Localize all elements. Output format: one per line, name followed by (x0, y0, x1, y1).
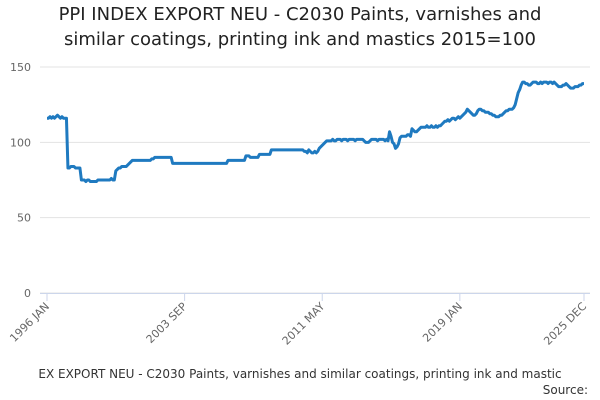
caption: EX EXPORT NEU - C2030 Paints, varnishes … (38, 367, 561, 381)
x-tick-label: 2025 DEC (541, 300, 589, 348)
y-tick-label: 0 (24, 287, 31, 300)
x-tick-label: 2011 MAY (280, 300, 328, 348)
x-tick-label: 2019 JAN (420, 300, 465, 345)
y-tick-label: 150 (10, 61, 31, 74)
x-tick-label: 1996 JAN (7, 300, 52, 345)
y-tick-label: 50 (17, 212, 31, 225)
chart-title: similar coatings, printing ink and masti… (64, 29, 536, 50)
x-tick-label: 2003 SEP (144, 300, 190, 346)
y-tick-label: 100 (10, 136, 31, 149)
source: Source: (543, 383, 588, 397)
chart-title: PPI INDEX EXPORT NEU - C2030 Paints, var… (59, 4, 542, 25)
line (47, 80, 584, 184)
